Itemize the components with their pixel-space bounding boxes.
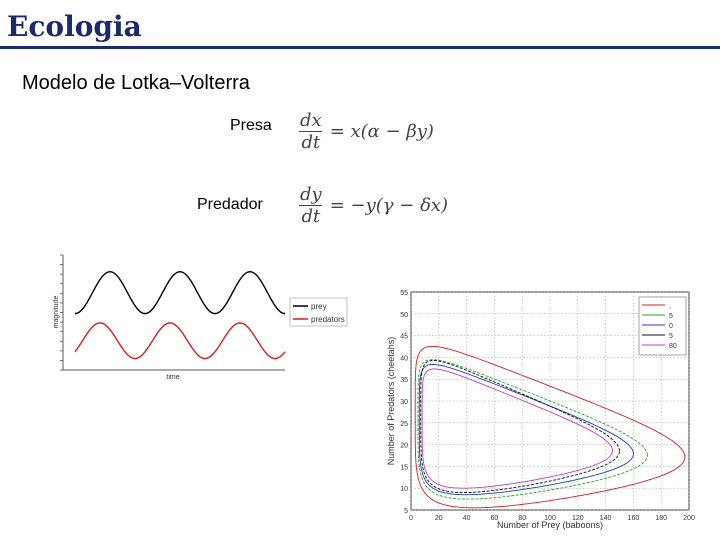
prey-equation-rhs: = x(α − βy) xyxy=(329,121,434,142)
phase-x-tick-label: 140 xyxy=(600,515,612,522)
phase-curve-5 xyxy=(421,368,613,489)
phase-x-tick-label: 0 xyxy=(409,515,413,522)
phase-y-tick-label: 15 xyxy=(400,464,408,471)
phase-x-tick-label: 200 xyxy=(683,515,695,522)
ts-series-prey xyxy=(75,270,285,315)
prey-equation: dx dt = x(α − βy) xyxy=(298,110,434,153)
prey-derivative-den: dt xyxy=(299,131,323,153)
phase-y-tick-label: 25 xyxy=(400,421,408,428)
predator-equation: dy dt = −y(γ − δx) xyxy=(298,184,448,227)
predator-equation-rhs: = −y(γ − δx) xyxy=(329,195,449,216)
phase-y-tick-label: 20 xyxy=(400,443,408,450)
phase-y-tick-label: 40 xyxy=(400,355,408,362)
phase-y-tick-label: 5 xyxy=(404,508,408,515)
phase-xlabel: Number of Prey (baboons) xyxy=(497,520,603,530)
phase-legend-label: , xyxy=(669,303,671,310)
phase-x-tick-label: 160 xyxy=(628,515,640,522)
header-rule xyxy=(0,46,720,49)
phase-portrait-chart: 0 20 40 60 80 100 120 140 160 180 200 555045403530… xyxy=(386,290,695,530)
prey-equation-label: Presa xyxy=(230,117,272,134)
ts-legend-label-prey: prey xyxy=(311,302,327,311)
time-series-chart: magnitude time prey predators xyxy=(53,254,348,381)
phase-y-tick-label: 50 xyxy=(400,312,408,319)
phase-y-tick-label: 10 xyxy=(400,486,408,493)
predator-derivative-den: dt xyxy=(299,205,323,227)
phase-legend-label: 5 xyxy=(669,333,673,340)
predator-equation-label: Predador xyxy=(197,196,263,213)
ts-series-predators xyxy=(74,322,286,360)
ts-xlabel: time xyxy=(166,374,179,381)
ts-ylabel: magnitude xyxy=(53,296,60,329)
phase-x-tick-label: 80 xyxy=(518,515,526,522)
phase-x-tick-label: 20 xyxy=(435,515,443,522)
predator-derivative: dy dt xyxy=(298,184,324,227)
phase-curve-2 xyxy=(417,359,648,500)
phase-legend-label: 0 xyxy=(669,323,673,330)
prey-derivative-num: dx xyxy=(300,110,322,131)
phase-ylabel: Number of Predators (cheetahs) xyxy=(386,337,396,466)
phase-curve-4 xyxy=(420,360,620,494)
phase-curve-1 xyxy=(414,345,686,509)
phase-legend-label: 80 xyxy=(669,343,677,350)
header-title: Ecologia xyxy=(7,10,142,43)
ts-legend-box xyxy=(289,297,348,327)
phase-y-tick-label: 30 xyxy=(400,399,408,406)
slide-subtitle: Modelo de Lotka–Volterra xyxy=(22,72,250,94)
phase-x-tick-label: 60 xyxy=(491,515,499,522)
ts-legend: prey predators xyxy=(289,297,348,327)
phase-x-tick-label: 180 xyxy=(655,515,667,522)
phase-legend-box xyxy=(638,296,687,356)
phase-y-tick-label: 35 xyxy=(400,377,408,384)
predator-derivative-num: dy xyxy=(300,184,322,205)
prey-derivative: dx dt xyxy=(298,110,324,153)
phase-x-tick-label: 40 xyxy=(463,515,471,522)
phase-x-tick-label: 120 xyxy=(572,515,584,522)
phase-y-tick-label: 45 xyxy=(400,334,408,341)
phase-x-tick-label: 100 xyxy=(544,515,556,522)
ts-legend-label-predators: predators xyxy=(311,315,345,324)
phase-legend-label: 5 xyxy=(669,313,673,320)
phase-curve-3 xyxy=(418,364,634,496)
phase-legend: , 5 0 5 80 xyxy=(638,296,687,356)
phase-y-tick-label: 55 xyxy=(400,290,408,297)
